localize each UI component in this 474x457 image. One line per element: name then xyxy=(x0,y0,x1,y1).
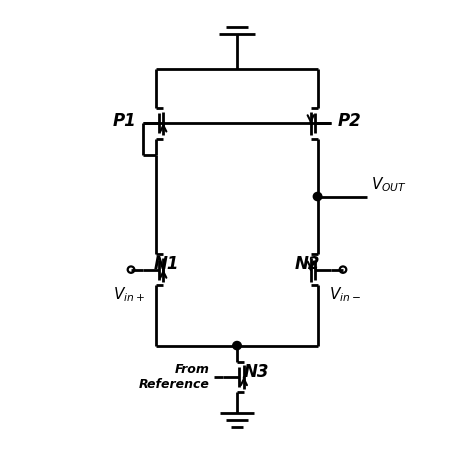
Text: N1: N1 xyxy=(154,255,180,273)
Text: P1: P1 xyxy=(113,112,137,130)
Text: N3: N3 xyxy=(244,363,270,382)
Text: $V_{OUT}$: $V_{OUT}$ xyxy=(371,176,407,194)
Text: P2: P2 xyxy=(337,112,361,130)
Circle shape xyxy=(233,341,241,350)
Text: $V_{in+}$: $V_{in+}$ xyxy=(113,286,145,304)
Circle shape xyxy=(313,192,322,201)
Text: $V_{in-}$: $V_{in-}$ xyxy=(329,286,361,304)
Text: From
Reference: From Reference xyxy=(138,363,209,391)
Text: N2: N2 xyxy=(294,255,320,273)
